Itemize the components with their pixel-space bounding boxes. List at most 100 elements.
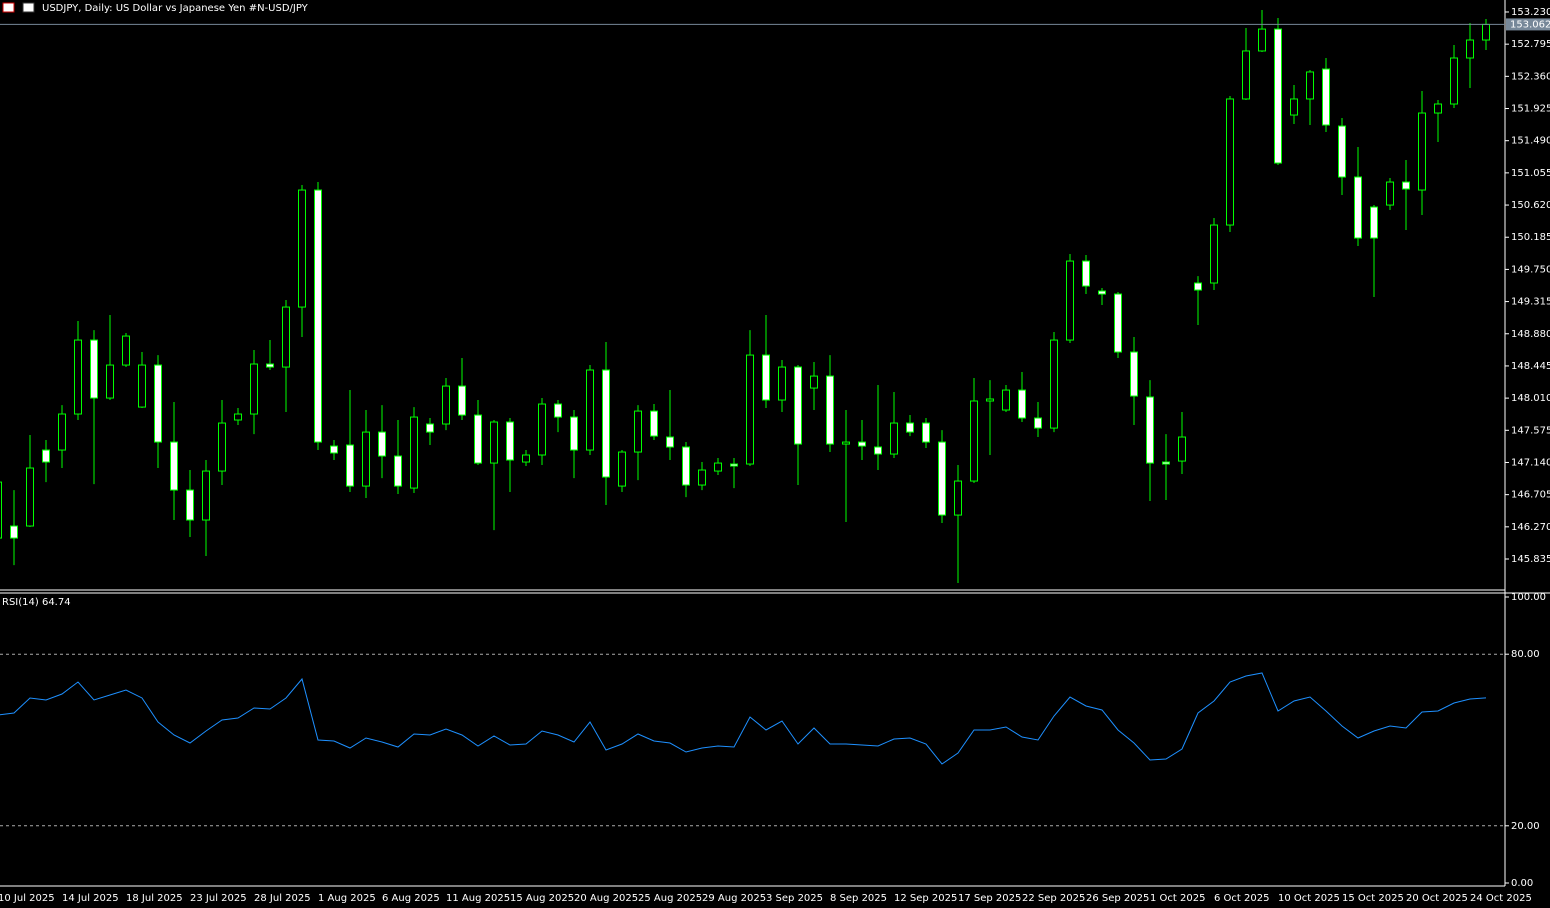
candle-body xyxy=(202,470,210,521)
candle-body xyxy=(490,421,498,464)
candle-body xyxy=(250,363,258,415)
candle-body xyxy=(442,385,450,425)
candle-body xyxy=(234,413,242,421)
candle-body xyxy=(650,410,658,437)
candle-body xyxy=(1146,396,1154,464)
candle-body xyxy=(170,441,178,491)
candle-body xyxy=(218,422,226,472)
y-tick-label: 80.00 xyxy=(1511,649,1540,660)
x-tick-label: 1 Aug 2025 xyxy=(318,893,376,904)
candle-body xyxy=(458,385,466,416)
candle-body xyxy=(538,403,546,456)
x-tick-label: 8 Sep 2025 xyxy=(830,893,887,904)
candle-body xyxy=(762,354,770,401)
candle-body xyxy=(10,525,18,539)
icon xyxy=(2,2,15,13)
candle-body xyxy=(74,339,82,415)
x-tick-label: 29 Aug 2025 xyxy=(702,893,766,904)
candle-body xyxy=(1386,181,1394,206)
candle-body xyxy=(1034,417,1042,429)
candle-body xyxy=(1210,224,1218,284)
x-tick-label: 10 Jul 2025 xyxy=(0,893,55,904)
x-tick-label: 11 Aug 2025 xyxy=(446,893,510,904)
y-tick-label: 100.00 xyxy=(1511,592,1546,603)
y-tick-label: 145.835 xyxy=(1511,554,1550,565)
y-tick-label: 151.490 xyxy=(1511,136,1550,147)
x-tick-label: 18 Jul 2025 xyxy=(126,893,183,904)
y-tick-label: 149.750 xyxy=(1511,264,1550,275)
candle-body xyxy=(1178,436,1186,462)
candle-body xyxy=(954,480,962,516)
y-tick-label: 147.140 xyxy=(1511,457,1550,468)
window-icons xyxy=(2,2,35,13)
candle-body xyxy=(938,441,946,516)
rsi-line xyxy=(0,672,1487,765)
candle-body xyxy=(826,375,834,445)
x-tick-label: 20 Oct 2025 xyxy=(1406,893,1468,904)
y-tick-label: 153.230 xyxy=(1511,7,1550,18)
candle-body xyxy=(522,454,530,463)
y-tick-label: 146.270 xyxy=(1511,522,1550,533)
candle-body xyxy=(842,441,850,445)
candle-body xyxy=(1114,293,1122,353)
x-tick-label: 3 Sep 2025 xyxy=(766,893,823,904)
candle-body xyxy=(1258,28,1266,52)
candle-body xyxy=(730,463,738,467)
x-tick-label: 22 Sep 2025 xyxy=(1022,893,1085,904)
candle-body xyxy=(1450,57,1458,105)
candle-body xyxy=(106,364,114,399)
candle-body xyxy=(1066,260,1074,341)
y-tick-label: 152.360 xyxy=(1511,71,1550,82)
candle-body xyxy=(1194,282,1202,291)
candle-body xyxy=(970,400,978,482)
y-tick-label: 149.315 xyxy=(1511,297,1550,308)
candle-body xyxy=(1466,39,1474,59)
candle-body xyxy=(986,398,994,402)
candle-body xyxy=(618,451,626,487)
candle-body xyxy=(714,462,722,472)
candle-body xyxy=(186,489,194,521)
x-tick-label: 10 Oct 2025 xyxy=(1278,893,1340,904)
y-tick-label: 151.055 xyxy=(1511,168,1550,179)
candle-body xyxy=(1434,103,1442,114)
candle-body xyxy=(810,375,818,389)
candle-body xyxy=(602,369,610,478)
x-tick-label: 14 Jul 2025 xyxy=(62,893,119,904)
x-tick-label: 28 Jul 2025 xyxy=(254,893,311,904)
candle-body xyxy=(122,335,130,366)
candle-body xyxy=(42,449,50,463)
x-tick-label: 23 Jul 2025 xyxy=(190,893,247,904)
y-tick-label: 146.705 xyxy=(1511,490,1550,501)
candle-body xyxy=(1322,68,1330,126)
y-tick-label: 148.445 xyxy=(1511,361,1550,372)
x-tick-label: 6 Oct 2025 xyxy=(1214,893,1269,904)
y-tick-label: 152.795 xyxy=(1511,39,1550,50)
icon xyxy=(22,2,35,13)
candle-body xyxy=(1098,290,1106,295)
candle-body xyxy=(554,403,562,418)
current-price-box xyxy=(1506,18,1550,31)
candle-body xyxy=(1354,176,1362,239)
candle-body xyxy=(1418,112,1426,191)
candle-body xyxy=(1274,28,1282,164)
x-tick-label: 15 Oct 2025 xyxy=(1342,893,1404,904)
candle-body xyxy=(1402,181,1410,190)
candle-body xyxy=(1482,23,1490,41)
candle-body xyxy=(1082,260,1090,287)
candle-body xyxy=(474,414,482,464)
candle-body xyxy=(682,446,690,486)
candle-body xyxy=(1162,461,1170,465)
candle-body xyxy=(666,436,674,448)
x-tick-label: 12 Sep 2025 xyxy=(894,893,957,904)
x-tick-label: 15 Aug 2025 xyxy=(510,893,574,904)
candle-body xyxy=(1242,50,1250,100)
candle-body xyxy=(1338,125,1346,178)
candle-body xyxy=(1290,98,1298,116)
candle-body xyxy=(298,189,306,308)
candle-body xyxy=(778,366,786,401)
y-tick-label: 148.010 xyxy=(1511,393,1550,404)
candle-body xyxy=(746,354,754,465)
y-tick-label: 148.880 xyxy=(1511,329,1550,340)
candle-body xyxy=(1306,71,1314,100)
candle-body xyxy=(58,413,66,451)
